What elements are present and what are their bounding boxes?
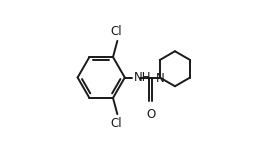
Text: N: N xyxy=(156,72,165,85)
Text: O: O xyxy=(146,108,155,121)
Text: Cl: Cl xyxy=(110,24,122,38)
Text: NH: NH xyxy=(134,71,152,84)
Text: Cl: Cl xyxy=(111,117,122,131)
